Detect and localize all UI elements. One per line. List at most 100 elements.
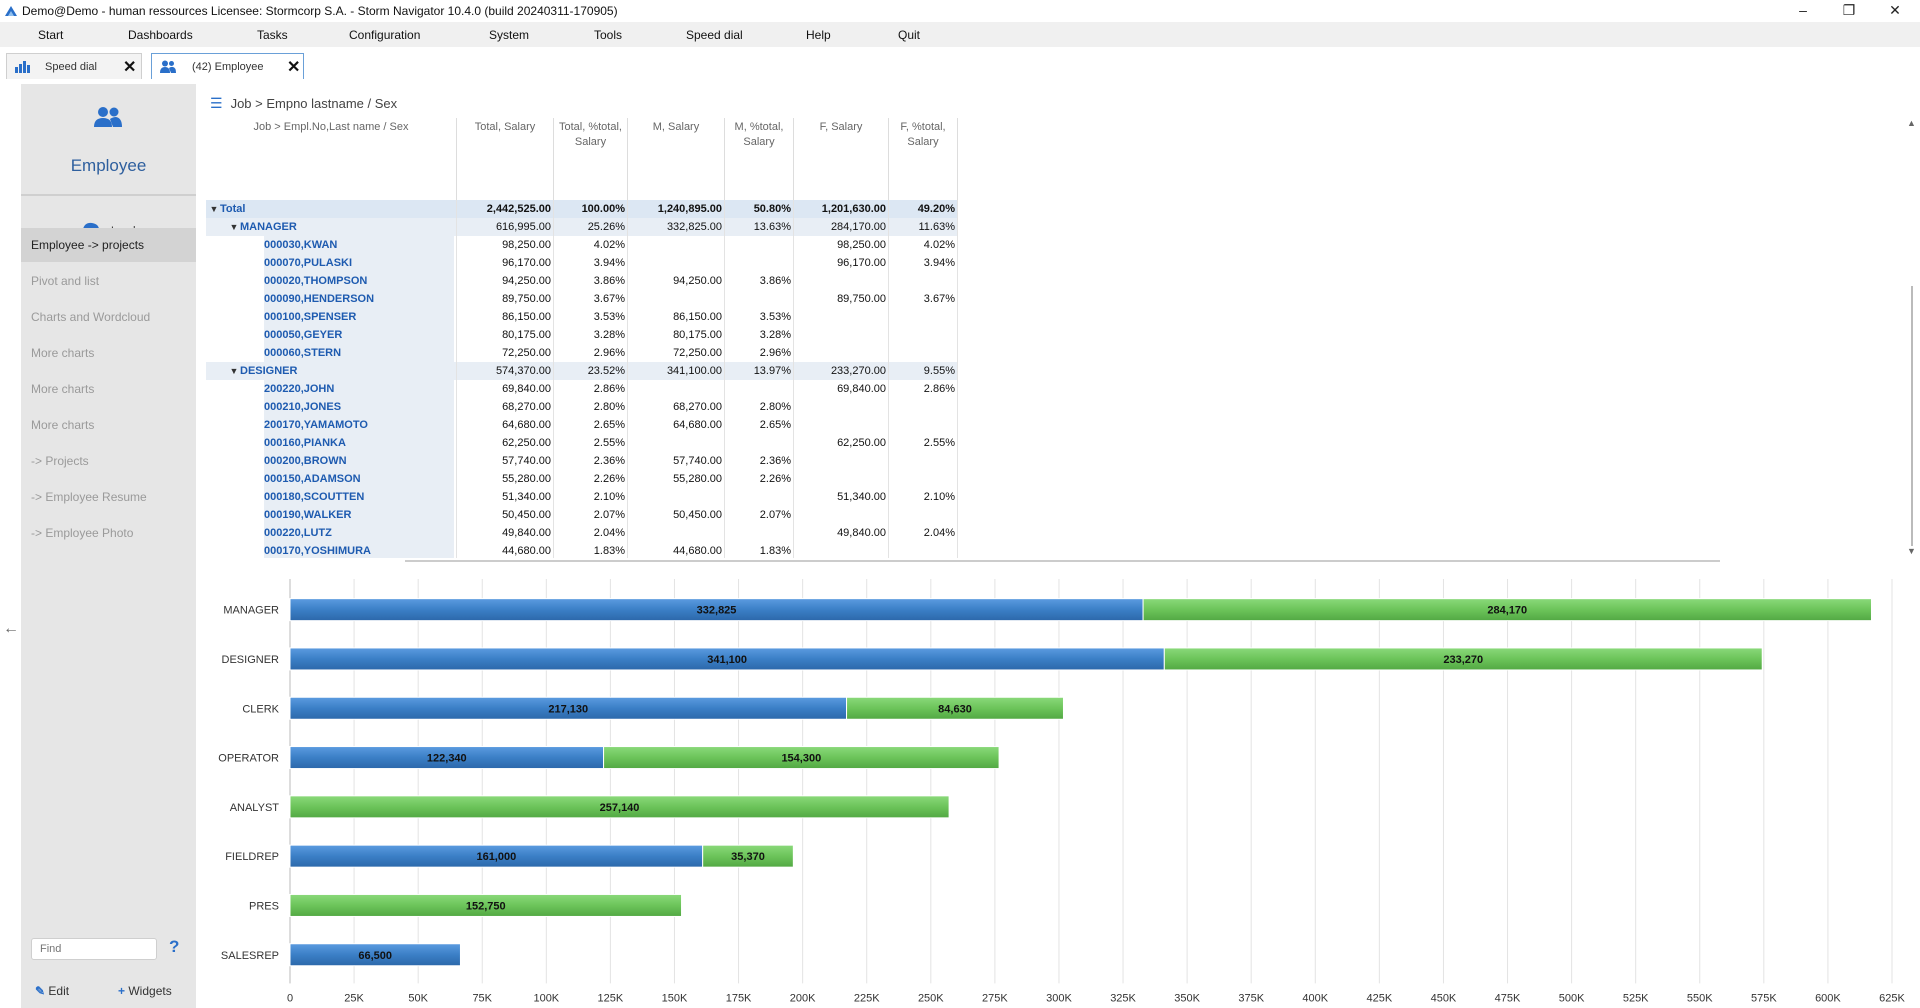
value-cell[interactable]: 3.67% <box>888 290 958 308</box>
menu-configuration[interactable]: Configuration <box>349 28 421 42</box>
value-cell[interactable]: 55,280.00 <box>456 470 554 488</box>
value-cell[interactable]: 13.63% <box>724 218 794 236</box>
close-tab-icon[interactable]: ✕ <box>123 59 137 76</box>
table-row[interactable]: 000210,JONES 68,270.00 2.80% 68,270.00 2.80% <box>206 398 958 416</box>
menu-help[interactable]: Help <box>806 28 831 42</box>
value-cell[interactable] <box>793 416 889 434</box>
value-cell[interactable] <box>888 506 958 524</box>
value-cell[interactable]: 11.63% <box>888 218 958 236</box>
value-cell[interactable] <box>724 290 794 308</box>
value-cell[interactable]: 4.02% <box>553 236 628 254</box>
column-header[interactable]: Total, %total, Salary <box>553 118 628 200</box>
collapse-icon[interactable]: ▼ <box>229 366 239 376</box>
restore-button[interactable]: ❐ <box>1842 2 1856 18</box>
table-row[interactable]: 000090,HENDERSON 89,750.00 3.67% 89,750.00 3… <box>206 290 958 308</box>
value-cell[interactable]: 284,170.00 <box>793 218 889 236</box>
value-cell[interactable] <box>627 236 725 254</box>
value-cell[interactable]: 2.86% <box>553 380 628 398</box>
value-cell[interactable]: 2.36% <box>553 452 628 470</box>
value-cell[interactable]: 94,250.00 <box>627 272 725 290</box>
column-header[interactable]: Total, Salary <box>456 118 554 200</box>
row-label-cell[interactable]: 000070,PULASKI <box>206 254 457 272</box>
row-label-cell[interactable]: 000030,KWAN <box>206 236 457 254</box>
menu-speed-dial[interactable]: Speed dial <box>686 28 743 42</box>
total-row[interactable]: ▼ Total 2,442,525.00 100.00% 1,240,895.00 50.… <box>206 200 958 218</box>
value-cell[interactable] <box>724 380 794 398</box>
value-cell[interactable]: 69,840.00 <box>793 380 889 398</box>
value-cell[interactable] <box>793 398 889 416</box>
close-tab-icon[interactable]: ✕ <box>287 59 301 76</box>
value-cell[interactable]: 2.26% <box>724 470 794 488</box>
find-input[interactable] <box>31 938 157 960</box>
menu-tasks[interactable]: Tasks <box>257 28 288 42</box>
row-label-cell[interactable]: ▼ DESIGNER <box>206 362 457 380</box>
value-cell[interactable]: 49,840.00 <box>793 524 889 542</box>
value-cell[interactable]: 2.65% <box>553 416 628 434</box>
value-cell[interactable]: 3.67% <box>553 290 628 308</box>
scrollbar-thumb[interactable] <box>1911 286 1913 546</box>
sidebar-item-employee-photo[interactable]: -> Employee Photo <box>31 526 134 540</box>
value-cell[interactable]: 616,995.00 <box>456 218 554 236</box>
minimize-button[interactable]: – <box>1799 2 1807 18</box>
value-cell[interactable]: 1,201,630.00 <box>793 200 889 218</box>
value-cell[interactable]: 3.86% <box>553 272 628 290</box>
value-cell[interactable] <box>888 398 958 416</box>
value-cell[interactable]: 3.28% <box>553 326 628 344</box>
value-cell[interactable]: 2.80% <box>553 398 628 416</box>
value-cell[interactable]: 51,340.00 <box>456 488 554 506</box>
value-cell[interactable]: 2.86% <box>888 380 958 398</box>
row-label-cell[interactable]: 000220,LUTZ <box>206 524 457 542</box>
help-icon[interactable]: ? <box>169 937 180 956</box>
widgets-button[interactable]: + Widgets <box>118 984 172 998</box>
value-cell[interactable] <box>627 290 725 308</box>
value-cell[interactable] <box>888 272 958 290</box>
row-label-cell[interactable]: 200170,YAMAMOTO <box>206 416 457 434</box>
column-header[interactable]: F, %total, Salary <box>888 118 958 200</box>
row-label-cell[interactable]: 000160,PIANKA <box>206 434 457 452</box>
value-cell[interactable]: 25.26% <box>553 218 628 236</box>
value-cell[interactable]: 51,340.00 <box>793 488 889 506</box>
sidebar-item-employee-resume[interactable]: -> Employee Resume <box>31 490 147 504</box>
column-header[interactable]: M, %total, Salary <box>724 118 794 200</box>
value-cell[interactable] <box>724 254 794 272</box>
menu-dashboards[interactable]: Dashboards <box>128 28 193 42</box>
menu-quit[interactable]: Quit <box>898 28 921 42</box>
edit-button[interactable]: ✎ Edit <box>35 984 69 998</box>
row-label-cell[interactable]: 000050,GEYER <box>206 326 457 344</box>
table-row[interactable]: 000150,ADAMSON 55,280.00 2.26% 55,280.00 2.2… <box>206 470 958 488</box>
sidebar-item-more-charts-3[interactable]: More charts <box>31 418 95 432</box>
value-cell[interactable]: 3.86% <box>724 272 794 290</box>
value-cell[interactable]: 62,250.00 <box>456 434 554 452</box>
row-label-cell[interactable]: 000180,SCOUTTEN <box>206 488 457 506</box>
value-cell[interactable]: 3.94% <box>553 254 628 272</box>
row-label-cell[interactable]: 000150,ADAMSON <box>206 470 457 488</box>
group-row[interactable]: ▼ DESIGNER 574,370.00 23.52% 341,100.00 13.97… <box>206 362 958 380</box>
value-cell[interactable] <box>888 452 958 470</box>
table-row[interactable]: 000050,GEYER 80,175.00 3.28% 80,175.00 3.28% <box>206 326 958 344</box>
value-cell[interactable]: 64,680.00 <box>456 416 554 434</box>
value-cell[interactable]: 2.55% <box>888 434 958 452</box>
value-cell[interactable] <box>888 470 958 488</box>
row-label-cell[interactable]: 000200,BROWN <box>206 452 457 470</box>
value-cell[interactable] <box>724 524 794 542</box>
row-label-cell[interactable]: 200220,JOHN <box>206 380 457 398</box>
value-cell[interactable] <box>793 308 889 326</box>
hamburger-menu-icon[interactable]: ☰ <box>210 95 223 111</box>
value-cell[interactable]: 3.28% <box>724 326 794 344</box>
value-cell[interactable]: 96,170.00 <box>793 254 889 272</box>
value-cell[interactable] <box>888 308 958 326</box>
value-cell[interactable]: 64,680.00 <box>627 416 725 434</box>
value-cell[interactable] <box>888 542 958 558</box>
value-cell[interactable]: 2.80% <box>724 398 794 416</box>
value-cell[interactable]: 2.96% <box>553 344 628 362</box>
column-header[interactable]: Job > Empl.No,Last name / Sex <box>206 118 457 200</box>
value-cell[interactable]: 1.83% <box>724 542 794 558</box>
tab-employee[interactable]: (42) Employee ✕ <box>151 53 304 79</box>
value-cell[interactable]: 2.07% <box>724 506 794 524</box>
value-cell[interactable] <box>888 326 958 344</box>
value-cell[interactable] <box>793 344 889 362</box>
scroll-up-icon[interactable]: ▲ <box>1907 118 1916 128</box>
value-cell[interactable]: 94,250.00 <box>456 272 554 290</box>
value-cell[interactable]: 2.04% <box>888 524 958 542</box>
value-cell[interactable]: 2.04% <box>553 524 628 542</box>
